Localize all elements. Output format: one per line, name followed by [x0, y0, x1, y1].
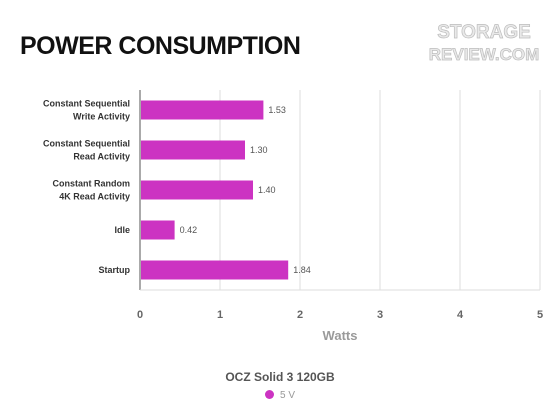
x-tick-label: 1 — [217, 309, 223, 321]
x-tick-label: 3 — [377, 309, 383, 321]
chart-title: POWER CONSUMPTION — [20, 32, 301, 60]
data-label: 1.40 — [258, 185, 276, 195]
x-tick-label: 4 — [457, 309, 464, 321]
data-label: 1.53 — [268, 105, 286, 115]
data-label: 0.42 — [180, 225, 198, 235]
bar — [141, 180, 253, 200]
x-axis-title: Watts — [323, 328, 358, 343]
bar — [141, 140, 245, 160]
category-label: Read Activity — [73, 152, 130, 162]
legend-title: OCZ Solid 3 120GB — [225, 370, 335, 384]
logo-line2: REVIEW.COM — [429, 45, 540, 64]
category-label: Constant Sequential — [43, 99, 130, 109]
category-label: Write Activity — [73, 112, 130, 122]
storagereview-logo: STORAGE REVIEW.COM — [428, 22, 540, 65]
data-label: 1.84 — [293, 265, 311, 275]
bar — [141, 220, 175, 240]
x-tick-label: 0 — [137, 309, 143, 321]
data-label: 1.30 — [250, 145, 268, 155]
legend-item[interactable]: 5 V — [0, 390, 560, 401]
x-tick-label: 5 — [537, 309, 543, 321]
legend-label: 5 V — [279, 390, 295, 401]
category-label: Idle — [114, 225, 130, 235]
legend-swatch — [264, 390, 274, 399]
category-label: 4K Read Activity — [59, 192, 130, 202]
x-tick-label: 2 — [297, 309, 303, 321]
category-label: Constant Random — [53, 179, 131, 189]
logo-line1: STORAGE — [437, 22, 531, 43]
bar — [141, 260, 289, 280]
bar — [141, 100, 264, 120]
category-label: Constant Sequential — [43, 139, 130, 149]
category-label: Startup — [99, 265, 131, 275]
